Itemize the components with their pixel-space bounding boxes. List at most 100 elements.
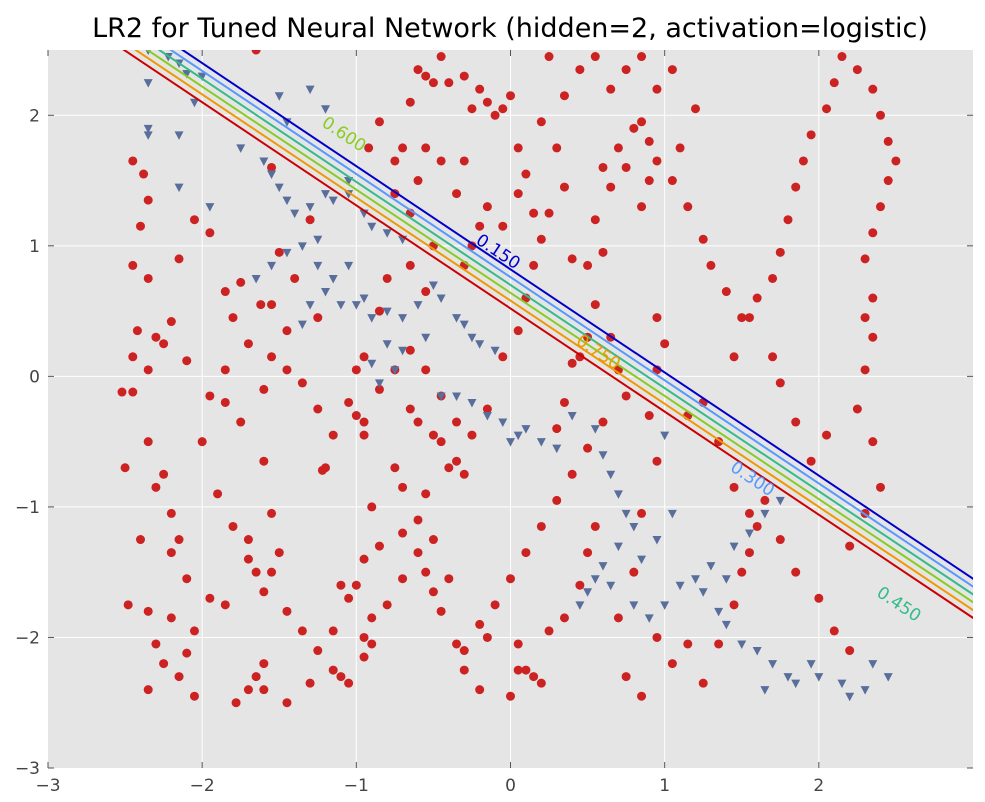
- scatter-point-circle: [251, 567, 261, 577]
- scatter-point-circle: [567, 254, 577, 264]
- scatter-point-circle: [744, 313, 754, 323]
- scatter-point-triangle: [428, 281, 438, 290]
- scatter-point-triangle: [860, 686, 870, 695]
- scatter-point-circle: [860, 313, 870, 323]
- scatter-point-circle: [791, 417, 801, 427]
- scatter-point-circle: [139, 169, 149, 179]
- scatter-point-circle: [328, 430, 338, 440]
- scatter-point-circle: [351, 411, 361, 421]
- scatter-point-triangle: [583, 588, 593, 597]
- scatter-point-triangle: [760, 686, 770, 695]
- scatter-point-triangle: [344, 190, 354, 199]
- scatter-point-circle: [267, 300, 277, 310]
- scatter-point-circle: [552, 143, 562, 153]
- scatter-points: [117, 50, 901, 708]
- scatter-point-circle: [205, 391, 215, 401]
- scatter-point-circle: [128, 352, 138, 362]
- scatter-point-circle: [359, 430, 369, 440]
- scatter-point-circle: [536, 521, 546, 531]
- scatter-point-circle: [868, 84, 878, 94]
- scatter-point-circle: [806, 456, 816, 466]
- scatter-point-circle: [444, 463, 454, 473]
- scatter-point-circle: [143, 606, 153, 616]
- scatter-point-circle: [174, 672, 184, 682]
- scatter-point-circle: [775, 535, 785, 545]
- scatter-point-circle: [521, 169, 531, 179]
- axis-ticks: −3 −2 −1 0 1 2 −3 −2 −1 0 1 2: [15, 50, 973, 796]
- y-tick-label: −1: [15, 498, 40, 518]
- scatter-point-triangle: [305, 203, 315, 212]
- scatter-point-circle: [683, 639, 693, 649]
- scatter-point-circle: [567, 358, 577, 368]
- scatter-point-circle: [837, 52, 847, 62]
- scatter-point-circle: [883, 136, 893, 146]
- scatter-point-circle: [467, 430, 477, 440]
- scatter-point-circle: [421, 287, 431, 297]
- scatter-point-triangle: [452, 392, 462, 401]
- scatter-point-circle: [876, 482, 885, 492]
- scatter-point-circle: [760, 495, 770, 505]
- scatter-point-circle: [390, 156, 400, 166]
- contour-line: [180, 50, 973, 580]
- scatter-point-circle: [852, 404, 862, 414]
- scatter-point-triangle: [267, 261, 277, 271]
- scatter-point-triangle: [768, 660, 778, 669]
- scatter-point-circle: [251, 50, 261, 55]
- scatter-point-triangle: [436, 294, 446, 304]
- y-tick-label: 0: [29, 367, 40, 387]
- scatter-point-circle: [459, 646, 469, 656]
- scatter-point-circle: [405, 260, 415, 270]
- scatter-point-circle: [267, 162, 277, 172]
- scatter-point-circle: [189, 215, 199, 225]
- scatter-point-triangle: [189, 98, 199, 108]
- scatter-point-circle: [405, 404, 415, 414]
- scatter-point-circle: [374, 306, 384, 316]
- scatter-point-circle: [621, 65, 631, 75]
- scatter-point-circle: [243, 339, 253, 349]
- scatter-point-circle: [428, 587, 438, 597]
- scatter-point-circle: [768, 273, 778, 283]
- scatter-point-circle: [189, 691, 199, 701]
- scatter-point-circle: [452, 189, 462, 199]
- scatter-point-circle: [691, 104, 700, 114]
- scatter-point-circle: [590, 52, 600, 62]
- x-tick-label: 0: [505, 776, 516, 796]
- contour-line: [122, 50, 973, 620]
- scatter-point-circle: [220, 365, 230, 375]
- y-tick-label: −2: [15, 628, 40, 648]
- scatter-point-triangle: [744, 529, 754, 539]
- scatter-point-circle: [197, 437, 207, 447]
- scatter-point-triangle: [644, 614, 654, 623]
- y-tick-label: −3: [15, 759, 40, 779]
- scatter-point-circle: [513, 639, 523, 649]
- scatter-point-circle: [143, 195, 153, 205]
- scatter-point-circle: [637, 117, 647, 127]
- scatter-point-circle: [513, 189, 523, 199]
- scatter-point-circle: [274, 247, 284, 257]
- scatter-point-circle: [475, 221, 485, 231]
- scatter-point-triangle: [236, 144, 246, 153]
- scatter-point-circle: [297, 378, 307, 388]
- scatter-point-circle: [382, 273, 392, 283]
- scatter-point-circle: [151, 332, 161, 342]
- scatter-point-triangle: [567, 412, 577, 421]
- scatter-point-circle: [590, 215, 600, 225]
- scatter-point-circle: [459, 71, 469, 81]
- scatter-point-circle: [364, 143, 374, 153]
- scatter-point-triangle: [205, 203, 215, 212]
- scatter-point-circle: [775, 378, 785, 388]
- scatter-point-circle: [120, 463, 130, 473]
- scatter-point-triangle: [729, 542, 739, 552]
- scatter-point-circle: [259, 659, 269, 669]
- scatter-point-circle: [282, 326, 292, 336]
- scatter-point-triangle: [290, 209, 300, 219]
- scatter-point-circle: [752, 293, 762, 303]
- scatter-point-triangle: [868, 660, 878, 669]
- scatter-point-circle: [822, 430, 832, 440]
- scatter-point-circle: [313, 646, 323, 656]
- scatter-point-circle: [367, 502, 377, 512]
- scatter-point-circle: [521, 548, 531, 558]
- scatter-point-triangle: [336, 301, 346, 310]
- scatter-point-triangle: [421, 333, 431, 343]
- scatter-point-circle: [637, 508, 647, 518]
